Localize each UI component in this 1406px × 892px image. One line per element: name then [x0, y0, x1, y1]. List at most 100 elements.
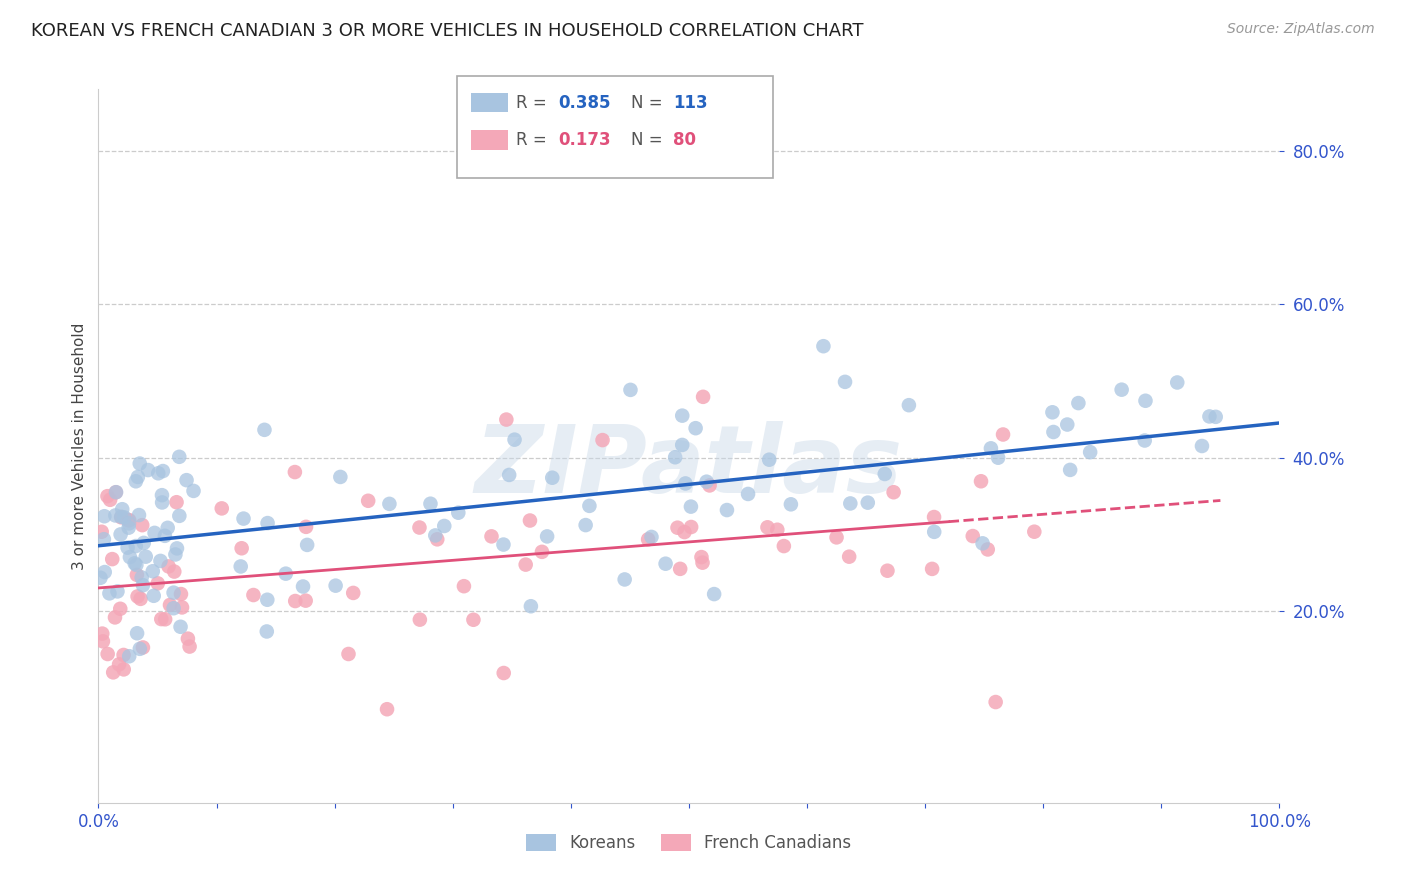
- Point: [91, 626, 114, 640]
- Point: [637, 533, 659, 547]
- Point: [675, 476, 697, 491]
- Point: [170, 587, 193, 601]
- Text: N =: N =: [631, 94, 668, 112]
- Point: [408, 520, 430, 534]
- Text: 113: 113: [673, 94, 709, 112]
- Point: [839, 496, 862, 510]
- Point: [256, 624, 278, 639]
- Point: [128, 641, 150, 656]
- Point: [419, 497, 441, 511]
- Point: [463, 613, 485, 627]
- Point: [104, 485, 127, 500]
- Point: [128, 457, 150, 471]
- Point: [921, 562, 943, 576]
- Point: [91, 634, 114, 648]
- Point: [378, 497, 401, 511]
- Point: [256, 516, 278, 530]
- Point: [162, 585, 184, 599]
- Point: [146, 576, 169, 591]
- Point: [108, 657, 131, 672]
- Point: [104, 508, 127, 523]
- Point: [876, 564, 898, 578]
- Point: [780, 497, 803, 511]
- Point: [118, 550, 141, 565]
- Point: [232, 511, 254, 525]
- Point: [1205, 409, 1227, 424]
- Point: [142, 564, 165, 578]
- Point: [127, 470, 149, 484]
- Point: [520, 599, 543, 614]
- Point: [97, 647, 120, 661]
- Point: [329, 470, 352, 484]
- Point: [117, 541, 139, 555]
- Text: R =: R =: [516, 94, 553, 112]
- Point: [132, 578, 155, 592]
- Point: [897, 398, 920, 412]
- Point: [256, 592, 278, 607]
- Point: [1166, 376, 1188, 390]
- Point: [1191, 439, 1213, 453]
- Point: [426, 533, 449, 547]
- Point: [699, 478, 721, 492]
- Point: [834, 375, 856, 389]
- Point: [125, 567, 148, 582]
- Point: [295, 520, 318, 534]
- Point: [93, 509, 115, 524]
- Point: [503, 433, 526, 447]
- Point: [89, 571, 111, 585]
- Point: [756, 520, 779, 534]
- Point: [690, 550, 713, 565]
- Point: [127, 590, 149, 604]
- Text: 80: 80: [673, 131, 696, 149]
- Point: [922, 524, 945, 539]
- Text: R =: R =: [516, 131, 553, 149]
- Point: [156, 521, 179, 535]
- Point: [679, 500, 702, 514]
- Point: [131, 518, 153, 533]
- Point: [447, 506, 470, 520]
- Point: [149, 554, 172, 568]
- Point: [773, 539, 796, 553]
- Point: [980, 442, 1002, 456]
- Point: [104, 610, 127, 624]
- Point: [673, 524, 696, 539]
- Text: ZIPatlas: ZIPatlas: [475, 421, 903, 514]
- Point: [433, 519, 456, 533]
- Point: [519, 514, 541, 528]
- Point: [342, 586, 364, 600]
- Text: KOREAN VS FRENCH CANADIAN 3 OR MORE VEHICLES IN HOUSEHOLD CORRELATION CHART: KOREAN VS FRENCH CANADIAN 3 OR MORE VEHI…: [31, 22, 863, 40]
- Point: [135, 549, 157, 564]
- Point: [118, 513, 141, 527]
- Point: [592, 433, 614, 447]
- Point: [681, 520, 703, 534]
- Point: [125, 475, 148, 489]
- Point: [117, 513, 139, 527]
- Point: [169, 620, 191, 634]
- Point: [153, 612, 176, 626]
- Point: [696, 475, 718, 489]
- Point: [703, 587, 725, 601]
- Point: [873, 467, 896, 481]
- Point: [838, 549, 860, 564]
- Point: [825, 530, 848, 544]
- Point: [357, 493, 380, 508]
- Point: [211, 501, 233, 516]
- Point: [162, 601, 184, 615]
- Point: [1135, 393, 1157, 408]
- Point: [970, 475, 993, 489]
- Point: [142, 589, 165, 603]
- Point: [541, 471, 564, 485]
- Point: [131, 570, 153, 584]
- Point: [143, 525, 166, 540]
- Point: [125, 539, 148, 553]
- Point: [962, 529, 984, 543]
- Point: [1067, 396, 1090, 410]
- Point: [148, 467, 170, 481]
- Point: [157, 559, 180, 574]
- Point: [105, 485, 128, 500]
- Point: [284, 465, 307, 479]
- Point: [153, 529, 176, 543]
- Point: [758, 452, 780, 467]
- Point: [685, 421, 707, 435]
- Point: [536, 529, 558, 543]
